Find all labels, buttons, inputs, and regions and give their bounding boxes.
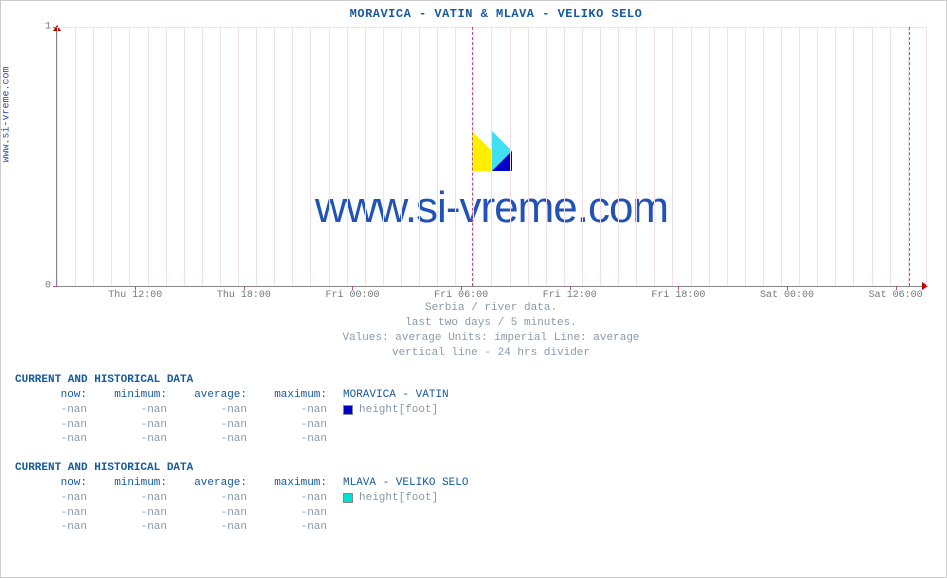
data-columns-row: now:minimum:average:maximum:MORAVICA - V…: [15, 388, 449, 403]
data-row: -nan-nan-nan-nan: [15, 520, 468, 535]
data-cell: -nan: [95, 418, 175, 433]
x-tick-label: Sat 06:00: [869, 290, 923, 301]
divider-line: [909, 27, 910, 286]
data-cell: -nan: [15, 432, 95, 447]
data-cell: -nan: [255, 520, 335, 535]
data-cell: -nan: [15, 520, 95, 535]
y-tick-label: 1: [45, 22, 51, 33]
data-cell: -nan: [175, 432, 255, 447]
data-cell: -nan: [15, 403, 95, 418]
plot-area: www.si-vreme.com 01Thu 12:00Thu 18:00Fri…: [56, 27, 926, 287]
data-cell: -nan: [175, 418, 255, 433]
y-tick-label: 0: [45, 281, 51, 292]
x-tick-label: Fri 12:00: [543, 290, 597, 301]
caption-line: Serbia / river data.: [56, 301, 926, 316]
column-header: minimum:: [95, 476, 175, 491]
series-legend: height[foot]: [335, 491, 438, 506]
chart-caption: Serbia / river data.last two days / 5 mi…: [56, 301, 926, 360]
x-tick-label: Fri 00:00: [325, 290, 379, 301]
data-cell: -nan: [175, 506, 255, 521]
caption-line: last two days / 5 minutes.: [56, 316, 926, 331]
column-header: average:: [175, 476, 255, 491]
column-header: now:: [15, 388, 95, 403]
data-row: -nan-nan-nan-nan: [15, 432, 449, 447]
column-header: maximum:: [255, 388, 335, 403]
data-row: -nan-nan-nan-nan: [15, 418, 449, 433]
data-block-2: CURRENT AND HISTORICAL DATAnow:minimum:a…: [15, 461, 468, 535]
data-cell: -nan: [15, 418, 95, 433]
data-cell: -nan: [95, 520, 175, 535]
x-tick-label: Sat 00:00: [760, 290, 814, 301]
x-tick-label: Fri 06:00: [434, 290, 488, 301]
data-cell: -nan: [255, 506, 335, 521]
column-header: minimum:: [95, 388, 175, 403]
data-columns-row: now:minimum:average:maximum:MLAVA - VELI…: [15, 476, 468, 491]
data-cell: -nan: [95, 403, 175, 418]
data-cell: -nan: [255, 491, 335, 506]
data-block-header: CURRENT AND HISTORICAL DATA: [15, 373, 449, 388]
data-cell: -nan: [255, 432, 335, 447]
divider-line: [472, 27, 473, 286]
metric-label: height[foot]: [359, 403, 438, 418]
data-cell: -nan: [95, 506, 175, 521]
data-row: -nan-nan-nan-nanheight[foot]: [15, 403, 449, 418]
data-cell: -nan: [175, 520, 255, 535]
x-tick-label: Thu 18:00: [217, 290, 271, 301]
site-url-vertical: www.si-vreme.com: [2, 66, 13, 162]
series-legend: height[foot]: [335, 403, 438, 418]
data-cell: -nan: [175, 491, 255, 506]
chart-title: MORAVICA - VATIN & MLAVA - VELIKO SELO: [56, 7, 936, 21]
x-tick-label: Thu 12:00: [108, 290, 162, 301]
data-block-header: CURRENT AND HISTORICAL DATA: [15, 461, 468, 476]
x-tick-label: Fri 18:00: [651, 290, 705, 301]
series-name: MLAVA - VELIKO SELO: [335, 476, 468, 491]
caption-line: Values: average Units: imperial Line: av…: [56, 331, 926, 346]
metric-label: height[foot]: [359, 491, 438, 506]
data-block-1: CURRENT AND HISTORICAL DATAnow:minimum:a…: [15, 373, 449, 447]
data-cell: -nan: [175, 403, 255, 418]
data-cell: -nan: [95, 432, 175, 447]
data-cell: -nan: [95, 491, 175, 506]
data-cell: -nan: [15, 506, 95, 521]
data-row: -nan-nan-nan-nanheight[foot]: [15, 491, 468, 506]
series-swatch: [343, 405, 353, 415]
caption-line: vertical line - 24 hrs divider: [56, 346, 926, 361]
series-swatch: [343, 493, 353, 503]
chart-container: www.si-vreme.com MORAVICA - VATIN & MLAV…: [1, 1, 946, 577]
series-name: MORAVICA - VATIN: [335, 388, 449, 403]
data-cell: -nan: [15, 491, 95, 506]
data-row: -nan-nan-nan-nan: [15, 506, 468, 521]
data-cell: -nan: [255, 418, 335, 433]
column-header: now:: [15, 476, 95, 491]
column-header: average:: [175, 388, 255, 403]
column-header: maximum:: [255, 476, 335, 491]
data-cell: -nan: [255, 403, 335, 418]
